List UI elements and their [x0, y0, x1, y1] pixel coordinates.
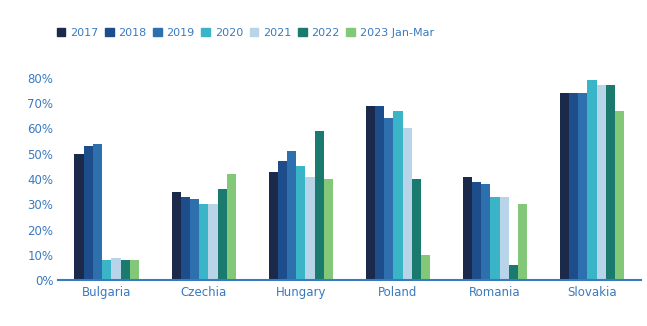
- Bar: [509, 265, 518, 280]
- Bar: [569, 93, 578, 280]
- Bar: [481, 184, 490, 280]
- Bar: [375, 106, 384, 280]
- Bar: [102, 260, 111, 280]
- Bar: [393, 111, 402, 280]
- Bar: [606, 85, 615, 280]
- Bar: [269, 171, 278, 280]
- Bar: [384, 118, 393, 280]
- Bar: [208, 204, 217, 280]
- Bar: [171, 192, 181, 280]
- Bar: [421, 255, 430, 280]
- Bar: [111, 258, 120, 280]
- Bar: [217, 189, 227, 280]
- Bar: [472, 182, 481, 280]
- Bar: [227, 174, 236, 280]
- Bar: [287, 151, 296, 280]
- Bar: [518, 204, 527, 280]
- Bar: [597, 85, 606, 280]
- Bar: [324, 179, 333, 280]
- Bar: [490, 197, 499, 280]
- Bar: [463, 177, 472, 280]
- Bar: [83, 146, 93, 280]
- Bar: [296, 167, 305, 280]
- Bar: [199, 204, 208, 280]
- Legend: 2017, 2018, 2019, 2020, 2021, 2022, 2023 Jan-Mar: 2017, 2018, 2019, 2020, 2021, 2022, 2023…: [52, 23, 438, 42]
- Bar: [615, 111, 624, 280]
- Bar: [587, 81, 597, 280]
- Bar: [130, 260, 139, 280]
- Bar: [278, 161, 287, 280]
- Bar: [74, 154, 83, 280]
- Bar: [366, 106, 375, 280]
- Bar: [560, 93, 569, 280]
- Bar: [181, 197, 190, 280]
- Bar: [93, 144, 102, 280]
- Bar: [120, 260, 130, 280]
- Bar: [305, 177, 314, 280]
- Bar: [411, 179, 421, 280]
- Bar: [402, 128, 411, 280]
- Bar: [578, 93, 587, 280]
- Bar: [314, 131, 324, 280]
- Bar: [499, 197, 509, 280]
- Bar: [190, 200, 199, 280]
